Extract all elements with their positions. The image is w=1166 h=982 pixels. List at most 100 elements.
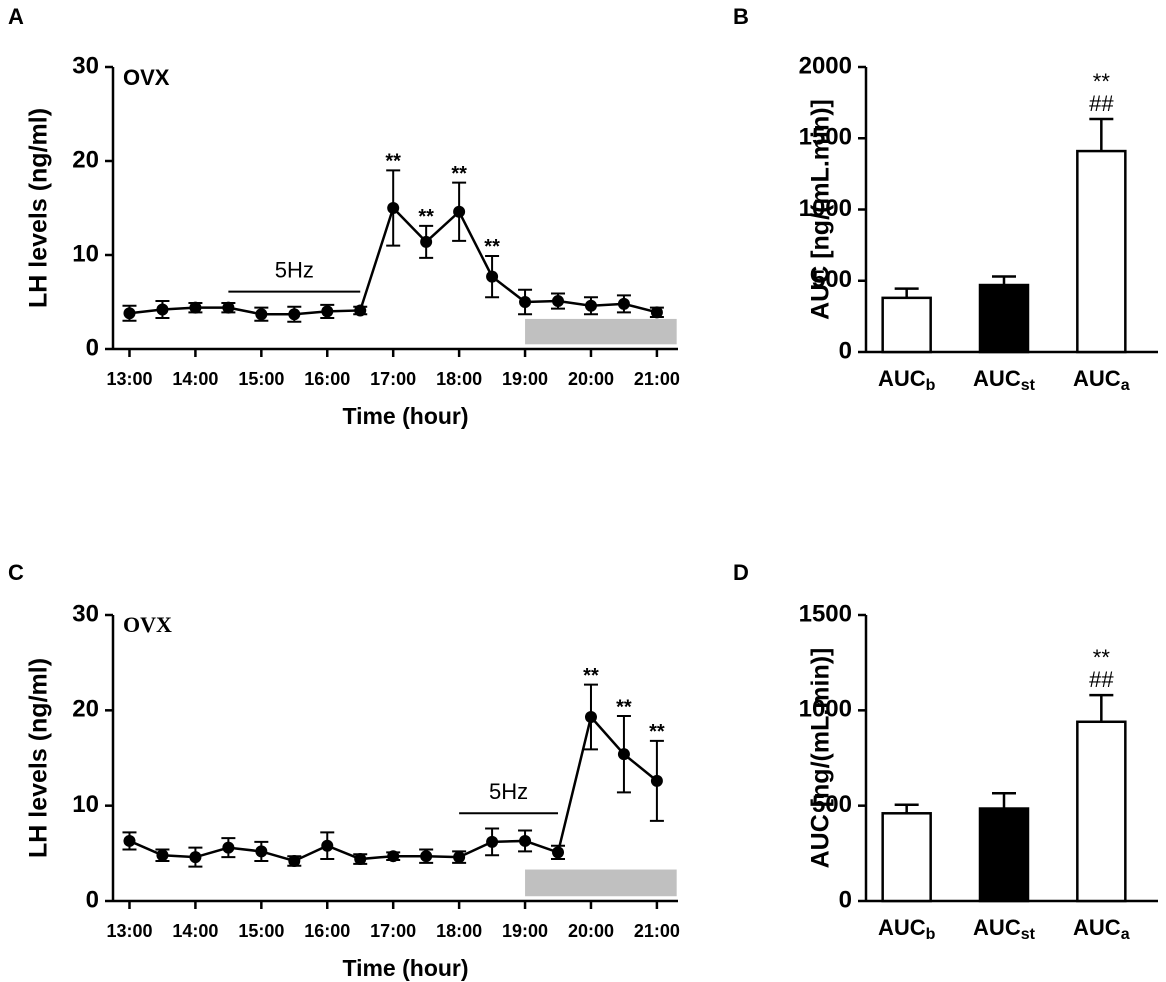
y-axis-title: AUC [ng/(mL.min)] [807,648,835,869]
y-tick-label: 20 [72,696,99,723]
data-point [123,834,136,847]
y-tick-label: 10 [72,240,99,267]
data-point [617,748,630,761]
significance-label: ** [1093,69,1111,94]
y-axis-title: AUC [ng/(mL.min)] [807,99,835,320]
x-tick-label: AUCb [878,366,936,394]
error-bar [1089,693,1114,722]
panel-letter: A [8,4,24,29]
x-axis-title: Time (hour) [342,403,468,429]
category-subscript: st [1021,926,1036,943]
significance-label: ** [649,721,665,743]
bar [1076,720,1127,903]
y-tick-label: 0 [86,334,99,361]
significance-label: ** [451,163,467,185]
x-tick-label: 14:00 [172,369,218,389]
y-tick-label: 2000 [799,52,852,79]
significance-label: ## [1089,667,1114,692]
y-axis-title: LH levels (ng/ml) [25,108,53,308]
category-main: AUC [973,366,1021,391]
significance-label: ** [418,206,434,228]
y-axis-title: LH levels (ng/ml) [25,658,53,858]
significance-label: ** [385,151,401,173]
data-point [288,308,301,321]
x-tick-label: 13:00 [106,369,152,389]
data-point [650,774,663,787]
category-subscript: b [926,926,936,943]
y-tick-label: 0 [839,886,852,913]
data-point [486,270,499,283]
data-point [617,297,630,310]
x-tick-label: AUCst [973,366,1036,394]
error-bar [894,803,919,814]
data-point [321,839,334,852]
y-tick-label: 0 [839,337,852,364]
significance-label: ** [1093,645,1111,670]
x-tick-label: 18:00 [436,921,482,941]
y-tick-label: 30 [72,600,99,627]
data-point [519,834,532,847]
data-point [123,307,136,320]
data-point [255,845,268,858]
data-point [222,301,235,314]
significance-label: ## [1089,91,1114,116]
panel-letter: D [733,560,749,585]
stimulus-label: 5Hz [275,257,314,282]
error-bar [992,275,1016,286]
category-subscript: a [1121,926,1130,943]
error-bar [992,792,1016,809]
y-tick-label: 20 [72,146,99,173]
data-point [453,851,466,864]
significance-label: ** [484,236,500,258]
data-point [420,235,433,248]
x-tick-label: 21:00 [634,369,680,389]
category-main: AUC [1073,366,1121,391]
x-tick-label: 15:00 [238,921,284,941]
data-point [420,850,433,863]
chart-title: OVX [123,612,172,637]
x-tick-label: 17:00 [370,921,416,941]
data-point [453,205,466,218]
x-tick-label: 19:00 [502,921,548,941]
data-point [387,850,400,863]
category-main: AUC [878,366,926,391]
x-tick-label: AUCb [878,915,936,943]
x-tick-label: 15:00 [238,369,284,389]
data-point [552,846,565,859]
data-point [321,305,334,318]
y-tick-label: 1500 [799,600,852,627]
shaded-period [525,318,677,345]
panel-letter: C [8,560,24,585]
data-point [354,853,367,866]
data-point [552,295,565,308]
y-tick-label: 500 [812,791,852,818]
data-point [189,851,202,864]
x-tick-label: 21:00 [634,921,680,941]
data-point [486,835,499,848]
x-tick-label: 17:00 [370,369,416,389]
data-point [354,304,367,317]
x-tick-label: 16:00 [304,369,350,389]
data-point [222,841,235,854]
series-line [128,714,658,863]
x-tick-label: 20:00 [568,369,614,389]
x-tick-label: 18:00 [436,369,482,389]
bar [881,812,932,903]
shaded-period [525,869,677,897]
bar [978,807,1030,903]
data-point [189,301,202,314]
category-subscript: a [1121,377,1130,394]
x-tick-label: 19:00 [502,369,548,389]
data-point [584,299,597,312]
error-bar [894,287,919,298]
category-main: AUC [973,915,1021,940]
x-tick-label: 20:00 [568,921,614,941]
y-tick-label: 500 [812,266,852,293]
data-point [156,849,169,862]
y-tick-label: 30 [72,52,99,79]
x-tick-label: AUCa [1073,366,1130,394]
category-subscript: b [926,377,936,394]
data-point [288,854,301,867]
y-tick-label: 10 [72,791,99,818]
